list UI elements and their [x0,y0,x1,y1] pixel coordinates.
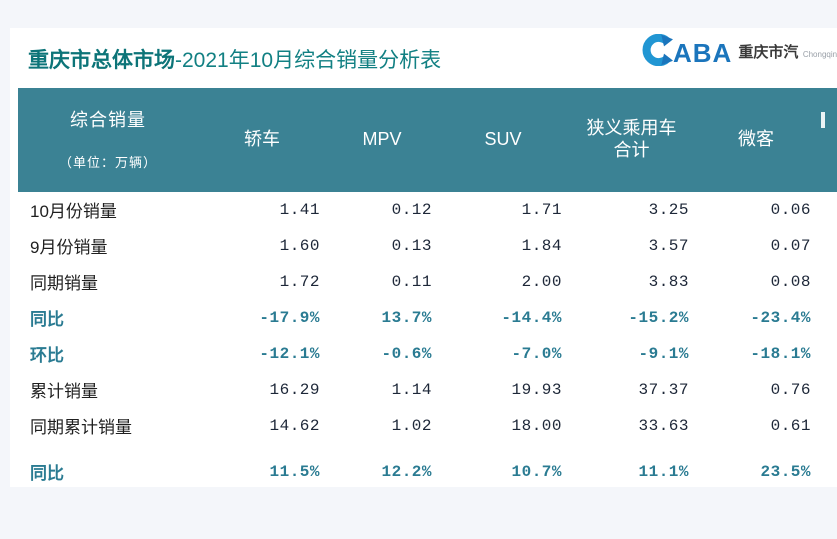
row-value: -0.6% [381,344,432,363]
header-cell-suv: SUV [438,88,568,192]
table-row: 环比 -12.1% -0.6% -7.0% -9.1% -18.1% [18,336,837,372]
caba-logo-mark: ABA [637,34,732,71]
row-value: -23.4% [750,308,811,327]
header-cell-total-sales-unit: （单位：万辆） [58,154,157,170]
table-row: 同期累计销量 14.62 1.02 18.00 33.63 0.61 [18,408,837,444]
row-label: 累计销量 [30,382,98,402]
row-clipped-cell [817,264,837,300]
row-value: 1.60 [279,236,320,255]
row-value: 10.7% [511,462,562,481]
caba-logo-letters: ABA [673,37,733,68]
row-value: 1.71 [521,200,562,219]
header-cell-total-sales: 综合销量 （单位：万辆） [18,88,198,192]
caba-ribbon-c-icon [637,34,673,71]
table-row: 累计销量 16.29 1.14 19.93 37.37 0.76 [18,372,837,408]
row-value: 18.00 [511,416,562,435]
row-value: 16.29 [269,380,320,399]
page-title-highlight: 重庆市总体市场 [28,49,175,72]
page-title-rest: -2021年10月综合销量分析表 [175,49,442,72]
row-label: 环比 [30,346,64,366]
header-cell-total-sales-title: 综合销量 [70,109,146,130]
table-header-row: 综合销量 （单位：万辆） 轿车 MPV SUV 狭义乘用车 合计 微客 [18,88,837,192]
row-value: 13.7% [381,308,432,327]
clipped-column-sliver [821,112,825,128]
page-title: 重庆市总体市场-2021年10月综合销量分析表 ABA 重庆市汽 Chongqi… [10,28,837,88]
caba-logo-text: 重庆市汽 Chongqing Auto [738,44,837,62]
row-value: 0.06 [770,200,811,219]
caba-logo: ABA 重庆市汽 Chongqing Auto [637,34,837,71]
row-value: 23.5% [760,462,811,481]
sales-table: 综合销量 （单位：万辆） 轿车 MPV SUV 狭义乘用车 合计 微客 10月份… [18,88,837,487]
header-cell-mpv: MPV [326,88,438,192]
row-value: -15.2% [628,308,689,327]
row-clipped-cell [817,444,837,487]
row-value: 11.5% [269,462,320,481]
table-row: 同期销量 1.72 0.11 2.00 3.83 0.08 [18,264,837,300]
row-value: 12.2% [381,462,432,481]
header-cell-sedan: 轿车 [198,88,326,192]
row-value: -7.0% [511,344,562,363]
row-label: 同期销量 [30,274,98,294]
row-value: 3.57 [648,236,689,255]
caba-logo-name-en: Chongqing Auto [802,49,837,59]
row-value: 0.12 [391,200,432,219]
caba-logo-name-cn: 重庆市汽 [738,43,799,61]
row-value: 2.00 [521,272,562,291]
row-value: 0.76 [770,380,811,399]
header-cell-clipped [817,88,837,192]
row-value: 0.07 [770,236,811,255]
row-value: -17.9% [259,308,320,327]
report-card: 重庆市总体市场-2021年10月综合销量分析表 ABA 重庆市汽 Chongqi… [10,28,837,487]
row-value: -18.1% [750,344,811,363]
table-row: 同比 11.5% 12.2% 10.7% 11.1% 23.5% [18,444,837,487]
row-value: 0.61 [770,416,811,435]
row-clipped-cell [817,336,837,372]
row-value: 0.13 [391,236,432,255]
row-value: -14.4% [501,308,562,327]
row-clipped-cell [817,408,837,444]
row-value: 0.11 [391,272,432,291]
row-value: -12.1% [259,344,320,363]
row-value: 11.1% [638,462,689,481]
header-cell-microvan: 微客 [695,88,817,192]
row-value: 37.37 [638,380,689,399]
row-clipped-cell [817,300,837,336]
row-clipped-cell [817,228,837,264]
row-label: 同比 [30,464,64,484]
table-row: 10月份销量 1.41 0.12 1.71 3.25 0.06 [18,192,837,228]
table-body: 10月份销量 1.41 0.12 1.71 3.25 0.06 9月份销量 1.60 0.… [18,192,837,487]
row-value: 3.83 [648,272,689,291]
row-value: 19.93 [511,380,562,399]
row-value: 1.84 [521,236,562,255]
row-value: 1.72 [279,272,320,291]
row-value: 1.41 [279,200,320,219]
row-label: 同比 [30,310,64,330]
row-value: 0.08 [770,272,811,291]
table-header: 综合销量 （单位：万辆） 轿车 MPV SUV 狭义乘用车 合计 微客 [18,88,837,192]
row-value: 14.62 [269,416,320,435]
row-clipped-cell [817,192,837,228]
table-row: 同比 -17.9% 13.7% -14.4% -15.2% -23.4% [18,300,837,336]
row-label: 同期累计销量 [30,418,132,438]
row-clipped-cell [817,372,837,408]
row-label: 9月份销量 [30,238,108,258]
row-value: 1.02 [391,416,432,435]
row-value: 33.63 [638,416,689,435]
header-cell-passenger-total: 狭义乘用车 合计 [568,88,695,192]
table-row: 9月份销量 1.60 0.13 1.84 3.57 0.07 [18,228,837,264]
row-value: 1.14 [391,380,432,399]
row-value: 3.25 [648,200,689,219]
row-value: -9.1% [638,344,689,363]
row-label: 10月份销量 [30,202,117,222]
